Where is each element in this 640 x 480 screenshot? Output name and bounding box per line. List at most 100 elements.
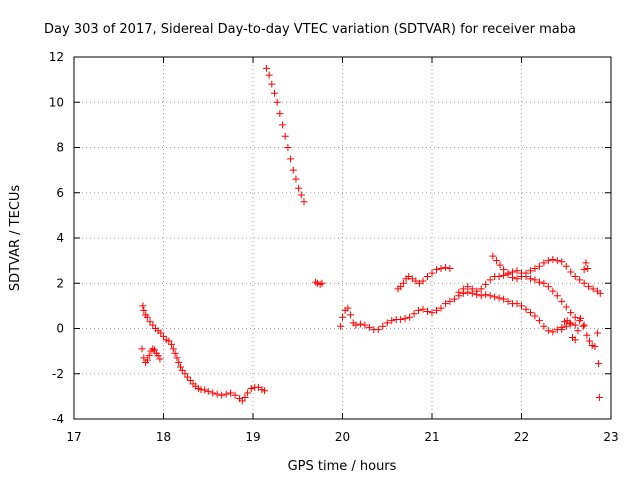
data-point (522, 305, 530, 313)
data-point (562, 322, 570, 330)
data-point (567, 320, 575, 328)
data-point (247, 384, 255, 392)
series-arc-h (489, 252, 604, 297)
y-tick-label: 12 (49, 50, 64, 64)
y-tick-label: 8 (56, 141, 64, 155)
data-point (489, 252, 497, 260)
y-tick: -2 (52, 367, 611, 381)
data-point (558, 326, 566, 334)
data-point (513, 275, 521, 283)
data-point (567, 309, 575, 317)
data-point (544, 327, 552, 335)
y-tick: 10 (49, 95, 611, 109)
data-point (297, 191, 305, 199)
data-point (231, 391, 239, 399)
data-point (169, 345, 177, 353)
data-point (300, 198, 308, 206)
data-point (518, 272, 525, 280)
series-arc-j (594, 360, 603, 402)
data-point (201, 386, 209, 394)
data-point (156, 355, 164, 363)
data-point (254, 383, 262, 391)
data-point (446, 297, 454, 305)
data-point (492, 257, 500, 265)
data-point (284, 144, 292, 151)
data-point (312, 278, 320, 286)
data-point (151, 346, 159, 354)
data-point (265, 71, 273, 79)
data-point (464, 283, 472, 291)
y-axis-label: SDTVAR / TECUs (8, 185, 23, 292)
data-point (143, 356, 151, 364)
data-point (518, 302, 525, 310)
x-tick: 20 (335, 57, 350, 444)
y-tick-label: 6 (56, 186, 64, 200)
data-point (171, 349, 179, 357)
data-point (459, 285, 467, 293)
data-point (432, 266, 440, 274)
data-point (177, 363, 185, 371)
data-point (428, 269, 436, 277)
data-point (486, 276, 494, 284)
data-point (281, 132, 289, 140)
data-point (531, 265, 539, 273)
data-point (594, 329, 602, 337)
y-tick-label: -4 (52, 412, 64, 426)
data-point (143, 313, 151, 321)
y-tick: 0 (56, 322, 611, 336)
data-point (473, 287, 481, 295)
data-point (580, 279, 588, 287)
data-point (535, 278, 543, 286)
data-point (596, 289, 604, 297)
data-point (145, 352, 153, 360)
data-point (589, 285, 597, 293)
series-arc-i (558, 259, 592, 344)
data-point (482, 280, 490, 288)
data-point (365, 323, 373, 331)
data-point (316, 280, 324, 288)
data-point (583, 331, 591, 339)
data-point (446, 265, 454, 273)
data-point (513, 267, 521, 275)
data-point (419, 305, 427, 313)
data-point (496, 261, 504, 269)
data-point (571, 313, 579, 321)
data-point (273, 98, 281, 106)
y-tick-label: 2 (56, 276, 64, 290)
data-point (270, 89, 278, 97)
data-point (477, 285, 485, 293)
data-point (295, 184, 303, 192)
data-point (227, 389, 235, 397)
data-point (276, 110, 284, 118)
data-point (140, 306, 148, 314)
x-tick: 23 (603, 57, 619, 444)
x-tick-label: 19 (245, 430, 260, 444)
data-point (553, 292, 561, 300)
data-point (571, 272, 579, 280)
x-tick-label: 17 (66, 430, 81, 444)
data-point (535, 317, 543, 325)
data-point (594, 360, 602, 368)
series-arc-b (138, 345, 164, 366)
data-point (209, 389, 217, 397)
data-point (558, 258, 566, 266)
data-point (287, 155, 295, 163)
data-point (562, 262, 570, 270)
data-point (437, 304, 445, 312)
data-point (415, 306, 423, 314)
data-point (424, 308, 432, 316)
data-point (526, 309, 534, 317)
data-point (361, 321, 369, 329)
data-point (580, 266, 588, 274)
data-point (571, 321, 579, 329)
data-point (566, 319, 574, 327)
data-point (410, 310, 418, 318)
x-tick-label: 18 (156, 430, 171, 444)
data-point (544, 283, 552, 291)
data-point (428, 309, 436, 317)
x-tick-label: 23 (603, 430, 618, 444)
data-point (477, 292, 485, 300)
data-point (591, 343, 599, 351)
y-tick: -4 (52, 412, 611, 426)
y-tick: 4 (56, 231, 611, 245)
